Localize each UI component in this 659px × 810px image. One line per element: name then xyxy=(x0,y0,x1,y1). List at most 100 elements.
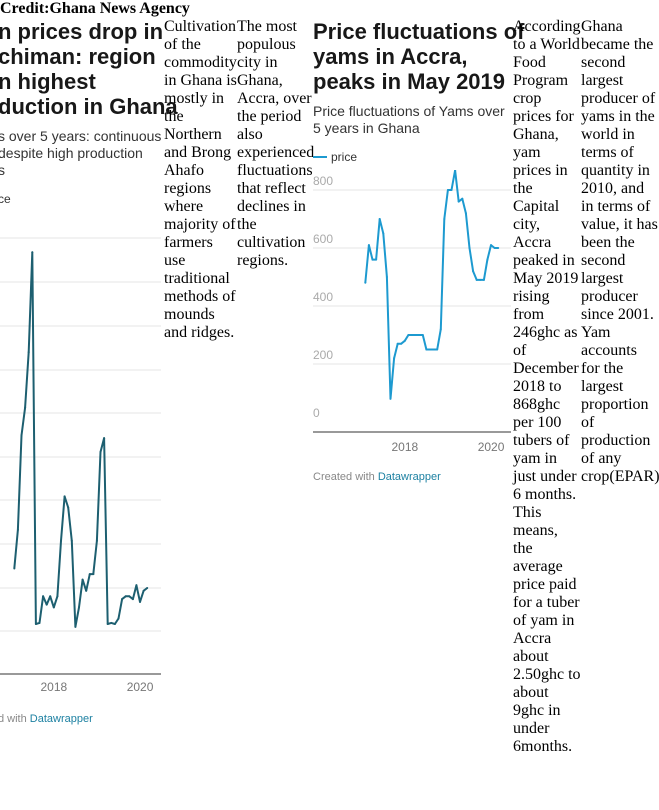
data-point xyxy=(85,589,88,592)
data-point xyxy=(382,232,385,235)
data-point xyxy=(443,218,446,220)
data-point xyxy=(403,339,406,342)
data-point xyxy=(74,625,77,628)
y-tick-label: 400 xyxy=(313,290,333,304)
data-point xyxy=(142,589,145,592)
data-point xyxy=(99,451,102,453)
data-point xyxy=(479,278,482,281)
data-point xyxy=(418,334,421,336)
data-point xyxy=(436,348,439,351)
right-footer-prefix: Created with xyxy=(313,471,378,483)
data-point xyxy=(472,270,475,273)
legend-swatch xyxy=(313,156,327,158)
right-chart-subtitle: Price fluctuations of Yams over 5 years … xyxy=(313,103,505,136)
data-point xyxy=(81,578,84,581)
data-point xyxy=(414,334,417,336)
left-chart-subtitle: s over 5 years: continuous despite high … xyxy=(0,128,161,179)
data-point xyxy=(67,506,70,509)
left-legend-label: ce xyxy=(0,192,11,206)
data-point xyxy=(42,595,45,598)
left-title-line: duction in Ghana xyxy=(0,94,178,119)
text-column-3: According to a World Food Program crop p… xyxy=(513,18,581,755)
data-point xyxy=(45,603,48,606)
datawrapper-link[interactable]: Datawrapper xyxy=(29,713,93,725)
left-title-line: chiman: region xyxy=(0,44,156,69)
data-point xyxy=(106,623,109,626)
data-point xyxy=(135,584,138,587)
x-tick-label: 2020 xyxy=(127,680,154,694)
data-point xyxy=(457,200,460,203)
data-point xyxy=(13,567,16,570)
data-point xyxy=(38,621,41,624)
data-point xyxy=(31,251,34,254)
right-title-line: yams in Accra, xyxy=(313,44,468,69)
data-point xyxy=(400,342,403,345)
data-point xyxy=(63,495,66,498)
data-point xyxy=(124,595,127,598)
data-point xyxy=(432,348,435,351)
data-point xyxy=(411,334,414,336)
left-chart-svg: 2018 2020 xyxy=(0,237,161,694)
data-point xyxy=(16,528,19,531)
left-title-line: n highest xyxy=(0,69,96,94)
x-tick-label: 2018 xyxy=(40,680,67,694)
data-point xyxy=(450,189,453,191)
data-point xyxy=(421,334,424,336)
y-tick-label: 600 xyxy=(313,232,333,246)
data-point xyxy=(49,595,52,598)
data-point xyxy=(131,598,134,601)
data-point xyxy=(20,434,23,437)
data-point xyxy=(95,539,98,542)
x-tick-label: 2020 xyxy=(478,440,505,454)
datawrapper-link[interactable]: Datawrapper xyxy=(377,471,441,483)
left-sub-line: s over 5 years: continuous xyxy=(0,128,162,144)
data-point xyxy=(461,197,464,200)
data-point xyxy=(454,170,457,172)
data-point xyxy=(439,328,442,331)
data-point xyxy=(121,598,124,601)
data-point xyxy=(385,276,388,278)
data-point xyxy=(52,606,55,609)
data-point xyxy=(113,623,116,626)
left-title-line: n prices drop in xyxy=(0,19,164,44)
left-sub-line: despite high production xyxy=(0,145,143,161)
data-point xyxy=(497,247,500,249)
x-tick-label: 2018 xyxy=(391,440,418,454)
data-point xyxy=(396,342,399,345)
data-point xyxy=(128,595,131,598)
y-tick-label: 200 xyxy=(313,348,333,362)
data-point xyxy=(428,348,431,351)
y-tick-label: 0 xyxy=(313,406,320,420)
data-point xyxy=(468,247,471,249)
left-chart-title: n prices drop in chiman: region n highes… xyxy=(0,19,178,119)
data-point xyxy=(375,258,378,261)
left-legend: ce xyxy=(0,192,11,206)
price-series-line xyxy=(13,251,148,628)
text-column-4: Ghana became the second largest producer… xyxy=(581,18,659,485)
data-point xyxy=(88,573,91,576)
right-chart-svg: 0 200 400 600 800 2018 2020 xyxy=(313,170,511,454)
price-series-line xyxy=(364,170,499,400)
data-point xyxy=(378,218,381,220)
left-chart-footer: d with Datawrapper xyxy=(0,713,93,725)
data-point xyxy=(393,357,396,360)
data-point xyxy=(371,258,374,261)
text-column-1: Cultivation of the commodity in Ghana is… xyxy=(164,18,237,341)
data-point xyxy=(70,539,73,542)
data-point xyxy=(103,437,106,440)
data-point xyxy=(27,351,30,354)
y-tick-label: 800 xyxy=(313,174,333,188)
data-point xyxy=(77,606,80,609)
data-point xyxy=(464,212,467,215)
data-point xyxy=(486,258,489,261)
data-point xyxy=(475,278,478,281)
data-point xyxy=(34,623,37,626)
right-legend-label: price xyxy=(331,150,358,164)
text-column-2: The most populous city in Ghana, Accra, … xyxy=(237,18,315,269)
right-legend: price xyxy=(313,150,357,164)
right-title-line: Price fluctuations of xyxy=(313,19,525,44)
data-point xyxy=(56,595,59,598)
data-point xyxy=(490,244,493,247)
data-point xyxy=(24,406,27,409)
data-point xyxy=(146,586,149,589)
